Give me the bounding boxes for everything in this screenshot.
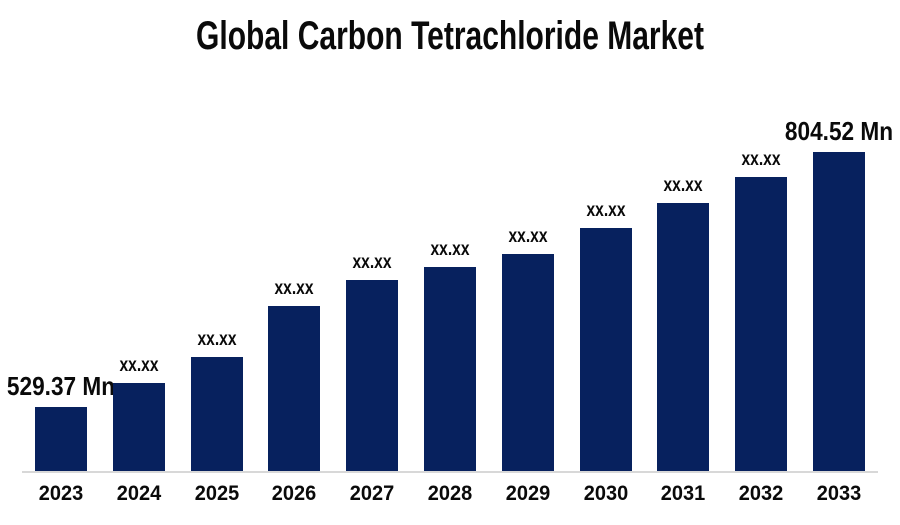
bar-2032 bbox=[735, 177, 788, 471]
x-axis-label-2029: 2029 bbox=[505, 482, 550, 505]
x-axis-label-2032: 2032 bbox=[738, 482, 784, 505]
bar-value-label-2025: xx.xx bbox=[197, 329, 237, 350]
bar-value-label-2026: xx.xx bbox=[274, 278, 314, 299]
bar-2031 bbox=[657, 203, 710, 471]
x-axis-label-2026: 2026 bbox=[272, 482, 317, 505]
bar-2026 bbox=[268, 306, 321, 471]
bar-value-label-2027: xx.xx bbox=[352, 252, 392, 273]
x-axis-label-2033: 2033 bbox=[816, 482, 862, 505]
x-axis-label-2030: 2030 bbox=[583, 482, 628, 505]
bar-2024 bbox=[112, 383, 165, 471]
bar-value-label-2030: xx.xx bbox=[586, 200, 626, 221]
x-axis-label-2024: 2024 bbox=[116, 482, 161, 505]
bar-2025 bbox=[190, 357, 243, 471]
x-axis-label-2028: 2028 bbox=[427, 482, 473, 505]
chart-title: Global Carbon Tetrachloride Market bbox=[196, 14, 704, 58]
x-axis-label-2031: 2031 bbox=[661, 482, 706, 505]
x-axis-label-2025: 2025 bbox=[194, 482, 239, 505]
bar-2029 bbox=[501, 254, 554, 471]
bar-value-label-2024: xx.xx bbox=[119, 355, 159, 376]
bar-value-label-2031: xx.xx bbox=[663, 175, 703, 196]
bar-2028 bbox=[424, 267, 476, 471]
x-axis-label-2027: 2027 bbox=[349, 482, 395, 505]
bar-2030 bbox=[579, 228, 632, 471]
bar-value-label-2033: 804.52 Mn bbox=[784, 116, 894, 146]
bar-value-label-2023: 529.37 Mn bbox=[6, 371, 116, 401]
bar-2027 bbox=[346, 280, 399, 471]
x-axis-line bbox=[22, 471, 878, 473]
bar-value-label-2029: xx.xx bbox=[508, 226, 548, 247]
bar-2033 bbox=[813, 152, 865, 471]
bar-value-label-2028: xx.xx bbox=[430, 239, 470, 260]
x-axis-label-2023: 2023 bbox=[38, 482, 84, 505]
bar-2023 bbox=[35, 407, 87, 471]
bar-value-label-2032: xx.xx bbox=[741, 149, 781, 170]
